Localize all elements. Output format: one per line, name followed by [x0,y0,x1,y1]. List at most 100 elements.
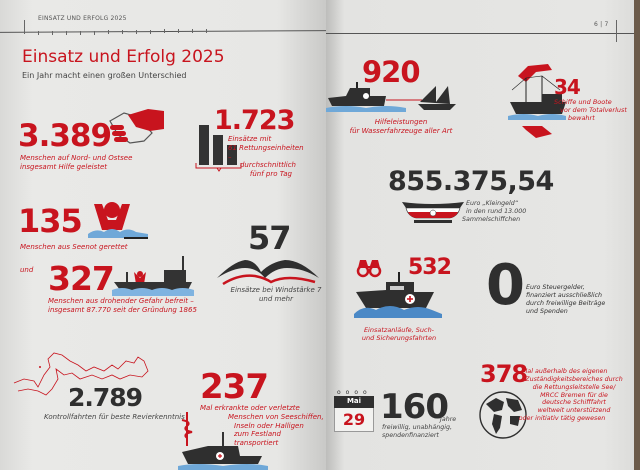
caption-line: freiwillig, unabhängig, [382,424,453,431]
caption-line: deutsche Schifffahrt [542,399,606,407]
collection-boat-icon [402,200,464,224]
stat-medical-value: 237 [200,367,269,407]
caption-line: Einsätze mit [228,135,272,143]
rule-tick [108,30,109,34]
page-numbers: 6 | 7 [594,21,609,28]
stat-worldwide-caption: Mal außerhalb des eigenen Zuständigkeits… [518,368,630,423]
caption-line: für Wasserfahrzeuge aller Art [349,126,453,135]
caption-line: Euro Steuergelder, [526,284,585,291]
stat-helped-caption: Menschen auf Nord- und Ostsee insgesamt … [20,154,132,172]
cargo-ship-icon [112,254,194,296]
binoculars-icon [356,258,382,278]
caption-line: Schiffe und Boote [554,98,612,106]
rule-tick [616,20,617,42]
page-title: Einsatz und Erfolg 2025 [22,47,225,67]
rule-tick [122,30,123,34]
person-in-water-icon [88,200,152,242]
caption-line: zum Festland transportiert [234,430,281,447]
left-page: EINSATZ UND ERFOLG 2025 Einsatz und Erfo… [0,0,326,470]
rule-tick [52,31,53,35]
caption-line: Mal erkrankte oder verletzte [200,404,300,412]
rule-tick [94,31,95,35]
caption-line: Hilfeleistungen [374,118,428,126]
medical-staff-icon [180,412,194,446]
rule-tick [66,31,67,35]
globe-icon [478,390,528,440]
stat-storm-value: 57 [248,219,292,257]
caption-line: fünf pro Tag [249,170,292,178]
stat-rescued-value: 135 [18,202,83,240]
rule-tick [24,20,25,34]
caption-line: und Sicherungsfahrten [361,334,437,343]
caption-line: MRCC Bremen für die [540,391,608,399]
handshake-icon [104,103,168,151]
stat-searches-value: 532 [408,255,452,280]
stat-patrols-value: 2.789 [68,383,143,412]
rule-tick [150,30,151,34]
stat-anniversary-unit: Jahre [440,416,457,423]
calendar-month: Mai [346,397,362,405]
header-rule [326,33,634,34]
stat-helped-value: 3.389 [18,118,112,154]
and-label: und [20,266,34,274]
protected-ship-icon [508,62,568,140]
caption-line: die Rettungsleitstelle See/ [532,383,616,391]
caption-line: Euro „Kleingeld“ [466,200,519,207]
caption-line: durchschnittlich [239,161,296,170]
caption-line: Zuständigkeitsbereiches durch [525,375,623,383]
stat-missions-caption: Einsätze mit 61 Rettungseinheiten – durc… [228,135,306,179]
rule-tick [192,29,193,33]
caption-line: und Spenden [526,307,568,315]
caption-line: bewahrt [568,114,595,123]
stat-searches-caption: Einsatzanläufe, Such- und Sicherungsfahr… [344,326,454,342]
coastline-map-icon [8,345,153,400]
page-subtitle: Ein Jahr macht einen großen Unterschied [22,71,187,80]
caption-line: insgesamt 87.770 seit der Gründung 1865 [48,305,197,314]
caption-line: spendenfinanziert [382,431,439,439]
caption-line: Einsätze bei Windstärke 7 [230,286,322,294]
rescue-cruiser-icon [178,430,268,470]
stat-anniversary-value: 160 [380,387,449,427]
stat-freed-value: 327 [48,259,115,298]
caption-line: 61 Rettungseinheiten – [228,143,304,161]
stat-assistance-value: 920 [362,55,421,89]
waves-icon [215,256,321,286]
stat-storm-caption: Einsätze bei Windstärke 7 und mehr [228,286,324,304]
rule-tick [38,31,39,35]
running-header: EINSATZ UND ERFOLG 2025 [38,15,127,22]
caption-line: und mehr [259,294,293,303]
stat-assistance-caption: Hilfeleistungen für Wasserfahrzeuge alle… [346,118,456,136]
right-page: 6 | 7 920 Hilfeleistungen für Wasserfahr… [326,0,634,470]
rule-tick [136,30,137,34]
header-rule [0,30,326,33]
stat-patrols-caption: Kontrollfahrten für beste Revierkenntnis [44,413,185,421]
caption-line: Einsatzanläufe, Such- [363,326,435,334]
caption-line: Sammelschiffchen [462,215,521,223]
caption-line: in den rund 13.000 [466,207,527,215]
stat-anniversary-caption: freiwillig, unabhängig, spendenfinanzier… [382,424,452,440]
caption-line: Inseln oder Halligen [234,421,304,430]
caption-line: Menschen aus drohender Gefahr befreit – [48,297,194,305]
caption-line: Menschen auf Nord- und Ostsee [20,154,133,162]
stat-donations-caption: Euro „Kleingeld“ in den rund 13.000 Samm… [462,200,527,224]
calendar-icon: oooo Mai 29 [334,390,374,432]
caption-line: vor dem Totalverlust [560,106,627,115]
calendar-day: 29 [342,410,366,429]
caption-line: oder initiativ tätig gewesen [518,415,606,423]
stat-rescued-caption: Menschen aus Seenot gerettet [20,243,128,251]
stat-tax-value: 0 [486,253,525,318]
caption-line: Mal außerhalb des eigenen [522,368,608,375]
caption-line: weltweit unterstützend [537,407,611,415]
tow-boat-icon [326,82,461,114]
rule-tick [164,29,165,33]
caption-line: Menschen von Seeschiffen, [228,412,324,421]
rule-tick [178,29,179,33]
stat-donations-value: 855.375,54 [388,166,554,197]
stat-saved-ships-caption: Schiffe und Boote vor dem Totalverlust b… [554,98,627,122]
caption-line: insgesamt Hilfe geleistet [20,162,108,171]
rule-tick [206,29,207,33]
stat-tax-caption: Euro Steuergelder, finanziert ausschließ… [526,284,605,315]
rescue-boat-icon [354,272,442,320]
stat-saved-ships-value: 34 [554,75,581,99]
stat-worldwide-value: 378 [480,360,528,388]
